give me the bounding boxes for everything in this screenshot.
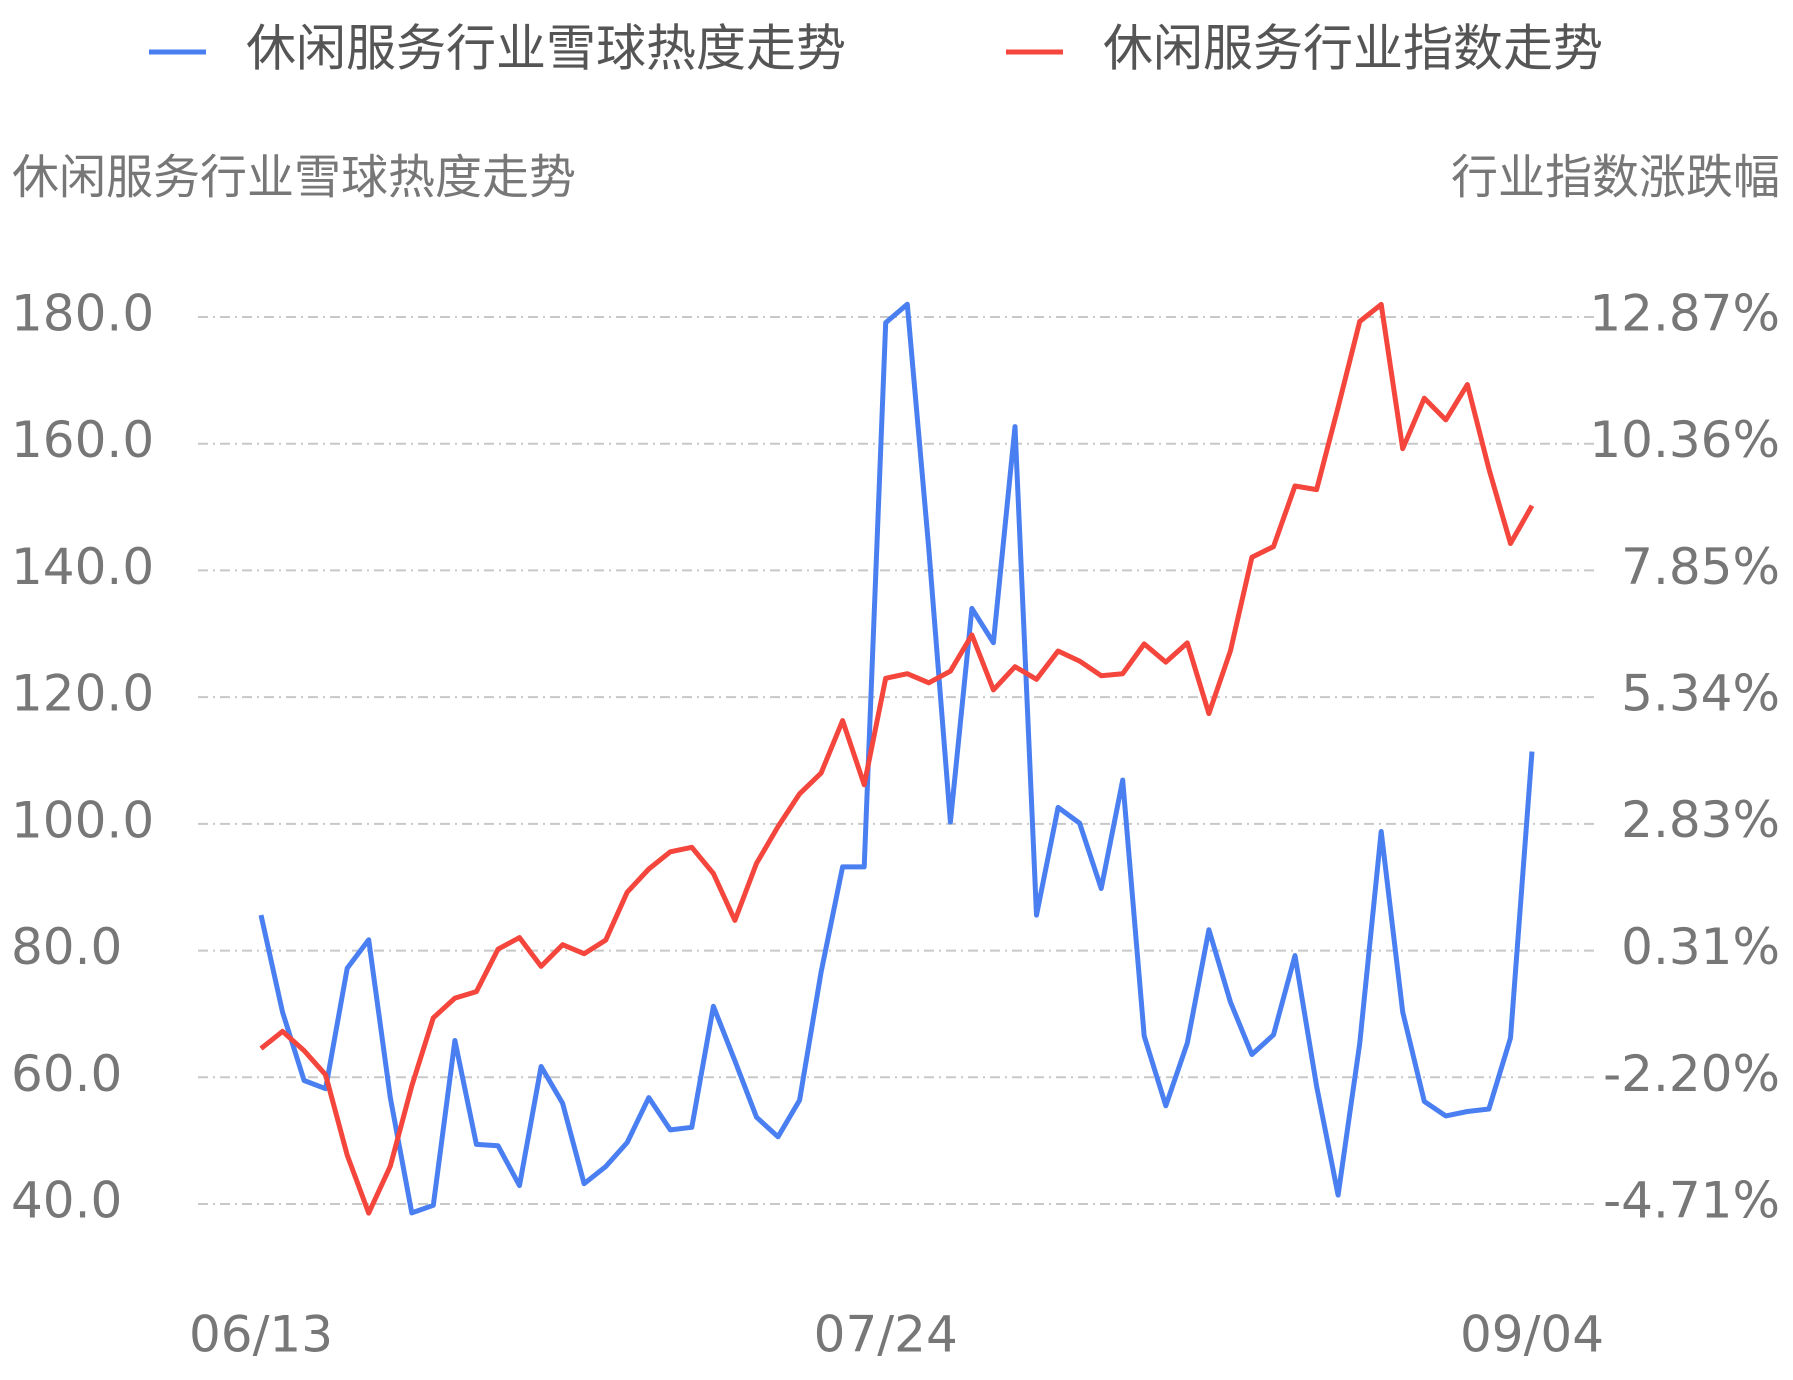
y2-tick-label: 10.36%: [1589, 411, 1780, 469]
x-tick-label: 07/24: [814, 1306, 958, 1364]
y2-tick-label: 0.31%: [1621, 918, 1780, 976]
y-tick-label: 40.0: [11, 1172, 122, 1230]
y2-tick-label: 12.87%: [1589, 285, 1780, 343]
y-tick-label: 140.0: [11, 538, 154, 596]
x-tick-label: 09/04: [1460, 1306, 1604, 1364]
y-tick-label: 160.0: [11, 411, 154, 469]
series-line: [258, 301, 1535, 1216]
x-tick-label: 06/13: [189, 1306, 333, 1364]
y-tick-label: 60.0: [11, 1045, 122, 1103]
y-tick-label: 120.0: [11, 665, 154, 723]
y2-tick-label: 7.85%: [1621, 538, 1780, 596]
y2-tick-label: -2.20%: [1603, 1045, 1780, 1103]
legend-label: 休闲服务行业雪球热度走势: [246, 20, 846, 78]
y2-tick-label: 2.83%: [1621, 791, 1780, 849]
y-tick-label: 180.0: [11, 285, 154, 343]
y-tick-label: 80.0: [11, 918, 122, 976]
y2-tick-label: -4.71%: [1603, 1172, 1780, 1230]
y2-tick-label: 5.34%: [1621, 664, 1780, 722]
y-axis-title: 休闲服务行业雪球热度走势: [12, 151, 576, 206]
series-line: [259, 301, 1535, 1216]
y2-axis-title: 行业指数涨跌幅: [1451, 151, 1780, 206]
y-tick-label: 100.0: [11, 791, 154, 849]
legend-label: 休闲服务行业指数走势: [1103, 20, 1603, 78]
